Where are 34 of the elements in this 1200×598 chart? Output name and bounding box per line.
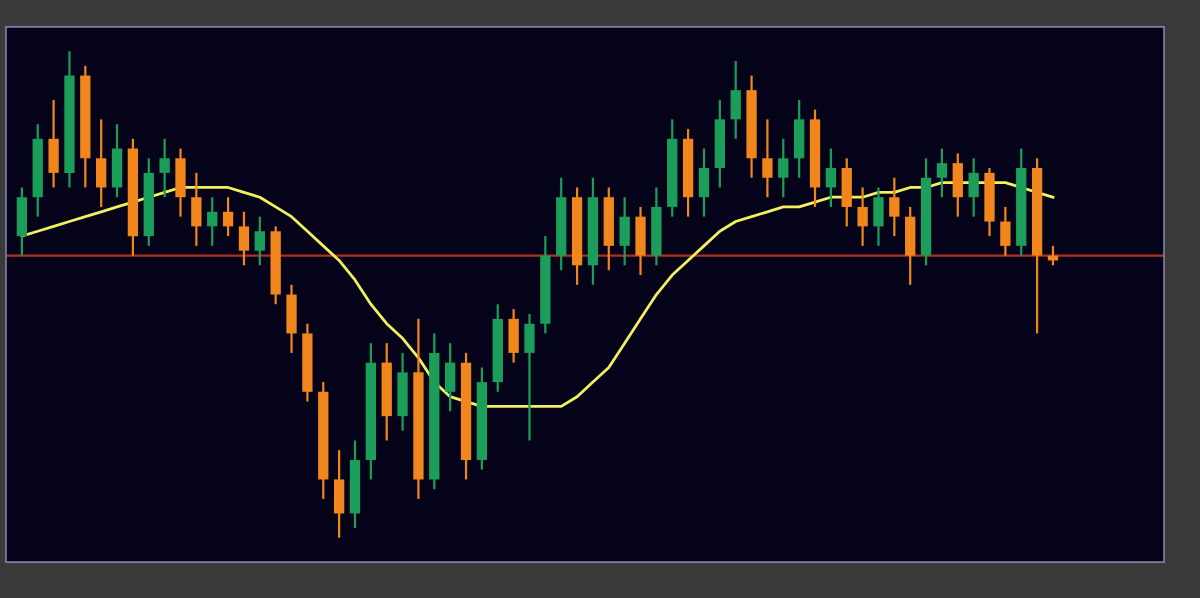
candlestick (238, 210, 250, 267)
candlestick (635, 205, 646, 277)
candlestick (111, 123, 123, 199)
candlestick (286, 283, 297, 355)
candlestick (730, 59, 741, 140)
candlestick (778, 137, 789, 199)
candlestick (905, 205, 916, 286)
candlestick (1000, 205, 1011, 257)
candlestick (16, 186, 28, 257)
candlestick (762, 118, 773, 199)
candlestick (207, 196, 218, 247)
candlestick (159, 137, 170, 199)
candlestick (222, 196, 234, 238)
candlestick (936, 147, 948, 199)
candlestick (445, 342, 456, 413)
candlestick (857, 186, 868, 247)
candlestick (841, 157, 852, 228)
candlestick (968, 157, 979, 218)
candlestick (873, 186, 884, 247)
candlestick (524, 312, 535, 442)
candlestick (508, 308, 519, 364)
candlestick (48, 98, 59, 189)
candlestick (889, 176, 900, 238)
candlestick (333, 449, 345, 539)
candlestick (619, 196, 630, 267)
candlestick (698, 147, 710, 218)
candlestick (175, 147, 186, 218)
candlestick (952, 152, 963, 218)
candlestick (254, 215, 265, 267)
candlestick (397, 351, 408, 432)
candlestick (794, 98, 805, 179)
candlestick (96, 118, 107, 209)
candlestick (191, 171, 202, 247)
candlestick (825, 147, 837, 209)
